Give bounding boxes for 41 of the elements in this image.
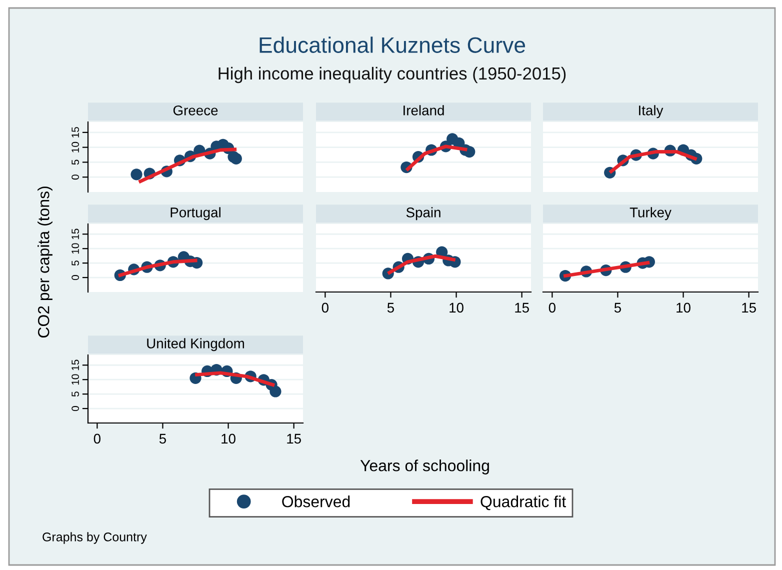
text: Years of schooling — [360, 460, 489, 474]
chart-title: Italy — [639, 105, 664, 118]
chart-title: Greece — [173, 105, 218, 116]
y-tick-label: 10 — [72, 374, 79, 385]
point — [130, 168, 142, 180]
chart-title: Turkey — [630, 207, 672, 220]
y-tick-label: 15 — [72, 360, 79, 370]
point — [230, 152, 242, 164]
y-tick-label: 15 — [72, 228, 79, 240]
legend-label: Quadratic fit — [480, 496, 566, 510]
chart-title: Portugal — [170, 207, 220, 220]
y-tick-label: 10 — [72, 243, 79, 254]
y-tick-label: 5 — [72, 392, 79, 397]
x-tick-label: 0 — [94, 434, 100, 444]
y-tick-label: 15 — [72, 127, 79, 138]
x-tick-label: 5 — [387, 302, 394, 313]
chart-title: Ireland — [404, 105, 444, 116]
y-tick-label: 0 — [72, 174, 79, 180]
y-tick-label: 5 — [72, 260, 79, 266]
y-tick-label: 5 — [72, 160, 79, 165]
x-tick-label: 10 — [676, 302, 690, 313]
x-tick-label: 0 — [548, 302, 556, 313]
x-tick-label: 0 — [322, 302, 328, 313]
x-tick-label: 15 — [515, 302, 529, 313]
x-tick-label: 5 — [614, 302, 622, 313]
text: Graphs by Country — [42, 532, 147, 544]
x-tick-label: 15 — [287, 434, 301, 444]
y-tick-label: 0 — [72, 275, 79, 280]
x-tick-label: 15 — [742, 302, 756, 313]
chart-title: Spain — [406, 207, 440, 220]
point — [270, 386, 282, 398]
text: CO2 per capita (tons) — [38, 186, 52, 338]
text: Educational Kuznets Curve — [260, 36, 526, 53]
y-tick-label: 0 — [72, 406, 79, 412]
x-tick-label: 10 — [222, 434, 236, 444]
chart-title: United Kingdom — [147, 338, 244, 352]
legend-label: Observed — [282, 496, 350, 508]
text: High income inequality countries (1950-2015) — [218, 66, 566, 84]
y-tick-label: 10 — [72, 142, 79, 152]
x-tick-label: 5 — [159, 434, 166, 444]
x-tick-label: 10 — [450, 302, 464, 313]
